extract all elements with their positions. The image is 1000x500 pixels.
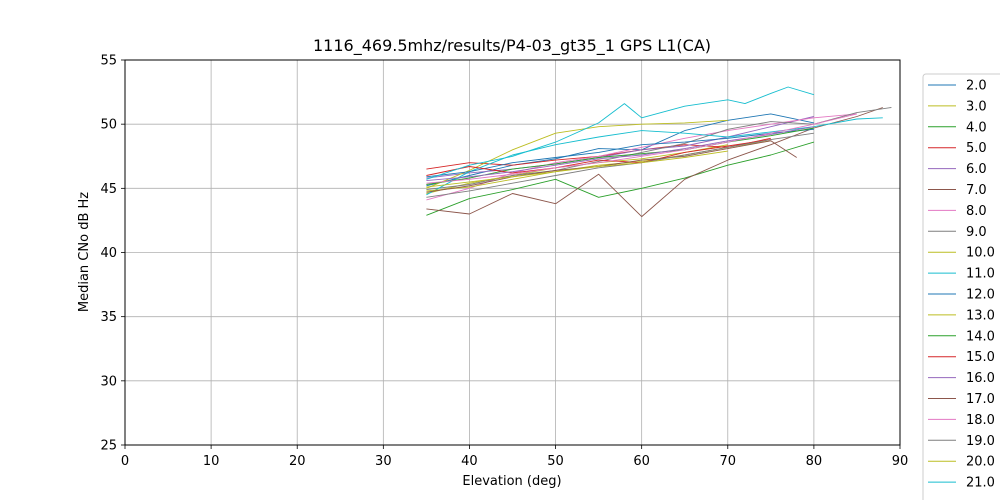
series-line-7-0: [426, 107, 883, 218]
series-line-17-0: [426, 140, 797, 193]
x-tick-label: 30: [375, 454, 392, 469]
x-tick-label: 60: [633, 454, 650, 469]
series-line-19-0: [426, 132, 814, 198]
x-tick-label: 20: [289, 454, 306, 469]
legend-label: 8.0: [966, 204, 987, 219]
legend-label: 16.0: [966, 371, 995, 386]
legend-label: 13.0: [966, 308, 995, 323]
y-tick-label: 25: [100, 439, 117, 454]
y-tick-label: 45: [100, 182, 117, 197]
y-axis-label: Median CNo dB Hz: [77, 192, 92, 312]
series-line-4-0: [426, 141, 815, 216]
legend-label: 15.0: [966, 350, 995, 365]
x-ticks: 0 10 20 30 40 50 60 70 80 90: [121, 445, 908, 469]
legend-label: 9.0: [966, 225, 987, 240]
series-line-2-0: [426, 113, 814, 187]
legend-label: 18.0: [966, 413, 995, 428]
legend-label: 4.0: [966, 120, 987, 135]
legend-label: 20.0: [966, 455, 995, 470]
series-line-18-0: [426, 113, 858, 184]
legend-label: 17.0: [966, 392, 995, 407]
series-line-14-0: [426, 127, 814, 185]
series-line-6-0: [426, 116, 815, 179]
x-tick-label: 50: [547, 454, 564, 469]
legend-label: 21.0: [966, 476, 995, 491]
x-axis-label: Elevation (deg): [462, 474, 561, 489]
legend-label: 11.0: [966, 267, 995, 282]
plot-lines: [426, 86, 892, 218]
y-tick-label: 50: [100, 118, 117, 133]
legend: 2.0 3.0 4.0 5.0 6.0 7.0 8.0 9.0 10.0 11.0 12.0 13.0…: [922, 73, 1000, 500]
series-line-10-0: [426, 119, 728, 189]
legend-label: 3.0: [966, 99, 987, 114]
legend-label: 14.0: [966, 329, 995, 344]
x-tick-label: 80: [806, 454, 823, 469]
legend-label: 10.0: [966, 246, 995, 261]
legend-label: 5.0: [966, 141, 987, 156]
legend-label: 6.0: [966, 162, 987, 177]
x-tick-label: 10: [203, 454, 220, 469]
series-line-15-0: [426, 139, 771, 176]
y-tick-label: 40: [100, 246, 117, 261]
legend-label: 12.0: [966, 288, 995, 303]
y-tick-label: 30: [100, 374, 117, 389]
series-line-21-0: [426, 86, 815, 180]
y-tick-label: 55: [100, 54, 117, 69]
legend-label: 19.0: [966, 434, 995, 449]
series-line-12-0: [426, 128, 814, 178]
legend-box: [922, 73, 1000, 500]
x-tick-label: 40: [461, 454, 478, 469]
x-tick-label: 70: [720, 454, 737, 469]
legend-label: 2.0: [966, 79, 987, 94]
y-ticks: 25 30 35 40 45 50 55: [100, 54, 125, 454]
x-tick-label: 0: [121, 454, 129, 469]
series-line-20-0: [426, 150, 728, 188]
legend-label: 7.0: [966, 183, 987, 198]
x-tick-label: 90: [892, 454, 909, 469]
y-tick-label: 35: [100, 310, 117, 325]
chart-title: 1116_469.5mhz/results/P4-03_gt35_1 GPS L…: [313, 36, 711, 56]
